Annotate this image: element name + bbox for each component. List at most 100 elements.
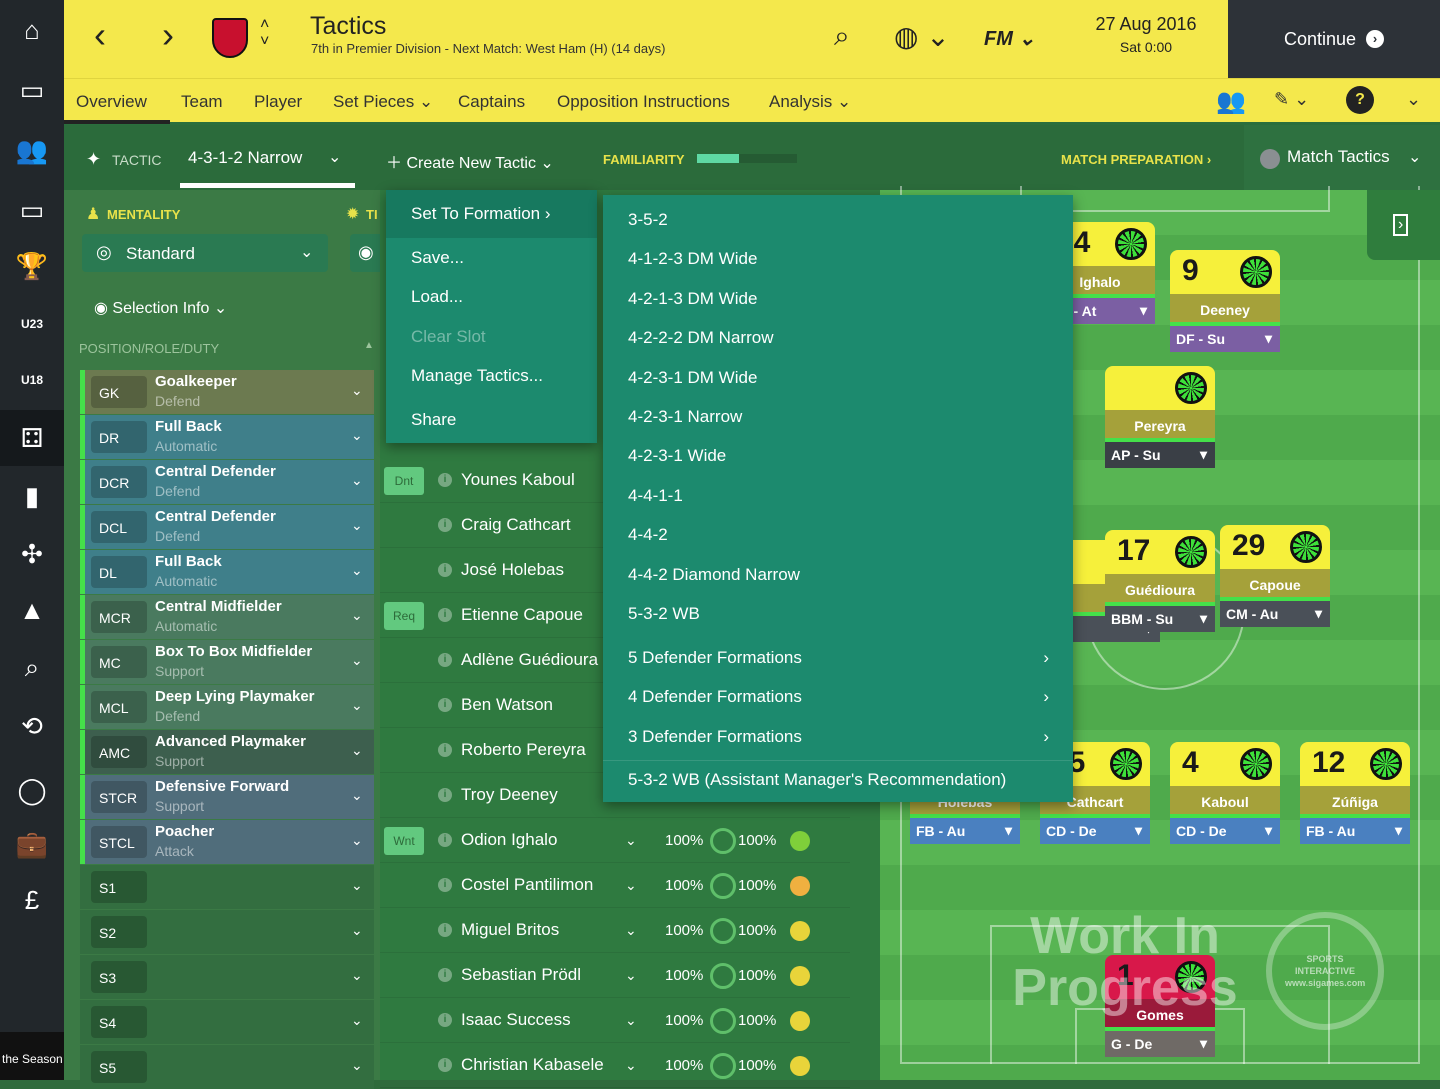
role-row[interactable]: MCR Central Midfielder Automatic ⌄	[80, 595, 374, 639]
menu-item[interactable]: Set To Formation ›	[386, 190, 597, 238]
info-icon[interactable]: i	[438, 788, 452, 802]
player-card[interactable]: 1 Gomes G - De	[1105, 955, 1215, 1057]
role-dropdown[interactable]: FB - Au	[1300, 818, 1410, 844]
transfers-icon[interactable]: ⟲	[21, 710, 43, 741]
role-dropdown[interactable]: CM - Au	[1220, 601, 1330, 627]
chevron-down-icon[interactable]: ⌄	[351, 652, 363, 668]
recommended-formation[interactable]: 5-3-2 WB (Assistant Manager's Recommenda…	[628, 770, 1007, 789]
continue-button[interactable]: Continue ›	[1228, 0, 1440, 78]
chevron-down-icon[interactable]: ⌄	[625, 922, 637, 938]
player-row[interactable]: i Costel Pantilimon ⌄ 100% 100%	[380, 863, 850, 908]
formation-option[interactable]: 3-5-2	[628, 210, 668, 229]
match-tactics-dropdown[interactable]: Match Tactics ⌄	[1244, 125, 1440, 190]
menu-item[interactable]: Manage Tactics...	[411, 366, 543, 385]
info-icon[interactable]: i	[438, 608, 452, 622]
role-row[interactable]: S3 ⌄	[80, 955, 374, 999]
formation-option[interactable]: 4-2-3-1 Wide	[628, 446, 727, 466]
chevron-down-icon[interactable]: ⌄	[625, 832, 637, 848]
formation-submenu-item[interactable]: 3 Defender Formations ›	[603, 727, 1073, 747]
chevron-down-icon[interactable]: ⌄	[351, 742, 363, 758]
role-row[interactable]: DCL Central Defender Defend ⌄	[80, 505, 374, 549]
staff-icon[interactable]: ✣	[21, 538, 43, 569]
chevron-down-icon[interactable]: ⌄	[351, 787, 363, 803]
formation-option[interactable]: 4-4-1-1	[628, 485, 683, 505]
info-icon[interactable]: i	[438, 833, 452, 847]
info-icon[interactable]: i	[438, 968, 452, 982]
training-icon[interactable]: ▲	[19, 594, 45, 625]
formation-option[interactable]: 4-2-3-1 Narrow	[628, 407, 743, 426]
player-row[interactable]: i Isaac Success ⌄ 100% 100%	[380, 998, 850, 1043]
chevron-down-icon[interactable]: ⌄	[351, 1057, 363, 1073]
selection-info-toggle[interactable]: ◉ Selection Info ⌄	[94, 300, 228, 317]
chevron-down-icon[interactable]: ⌄	[625, 1012, 637, 1028]
search-icon[interactable]: ⌕	[834, 20, 850, 51]
player-card[interactable]: 9 Deeney DF - Su	[1170, 250, 1280, 352]
tactics-icon[interactable]: ⚃	[0, 410, 64, 466]
player-row[interactable]: i Troy Deeney	[380, 773, 850, 818]
edit-icon[interactable]: ✎ ⌄	[1274, 89, 1310, 109]
date-display[interactable]: 27 Aug 2016 Sat 0:00	[1064, 0, 1228, 78]
expand-panel-button[interactable]: ›	[1367, 190, 1440, 260]
player-row[interactable]: i Christian Kabasele ⌄ 100% 100%	[380, 1043, 850, 1088]
match-preparation-link[interactable]: MATCH PREPARATION ›	[1061, 152, 1212, 167]
tactic-selector[interactable]: 4-3-1-2 Narrow ⌄	[180, 125, 355, 188]
globe-icon[interactable]: ◍ ⌄	[894, 21, 950, 52]
role-row[interactable]: S4 ⌄	[80, 1000, 374, 1044]
role-row[interactable]: S1 ⌄	[80, 865, 374, 909]
info-icon[interactable]: i	[438, 1013, 452, 1027]
player-row[interactable]: i Sebastian Prödl ⌄ 100% 100%	[380, 953, 850, 998]
role-row[interactable]: S5 ⌄	[80, 1045, 374, 1089]
club-switch-icon[interactable]: ˄ ˅	[260, 16, 270, 50]
sort-icon[interactable]: ▲	[364, 340, 374, 351]
role-dropdown[interactable]: CD - De	[1170, 818, 1280, 844]
player-row[interactable]: Dnt i Younes Kaboul	[380, 458, 850, 503]
role-row[interactable]: MC Box To Box Midfielder Support ⌄	[80, 640, 374, 684]
chevron-down-icon[interactable]: ⌄	[351, 967, 363, 983]
player-row[interactable]: i Miguel Britos ⌄ 100% 100%	[380, 908, 850, 953]
tab-5[interactable]: Opposition Instructions	[557, 92, 730, 111]
player-card[interactable]: 12 Zúñiga FB - Au	[1300, 742, 1410, 844]
create-new-tactic-button[interactable]: ＋ Create New Tactic ⌄	[386, 155, 554, 172]
info-icon[interactable]: i	[438, 473, 452, 487]
tab-4[interactable]: Captains	[458, 92, 526, 111]
player-card[interactable]: 17 Guédioura BBM - Su	[1105, 530, 1215, 632]
competitions-icon[interactable]: 🏆	[15, 250, 49, 281]
info-icon[interactable]: i	[438, 743, 452, 757]
role-row[interactable]: MCL Deep Lying Playmaker Defend ⌄	[80, 685, 374, 729]
role-dropdown[interactable]: G - De	[1105, 1031, 1215, 1057]
chevron-down-icon[interactable]: ⌄	[351, 697, 363, 713]
player-card[interactable]: Pereyra AP - Su	[1105, 366, 1215, 468]
formation-option[interactable]: 4-1-2-3 DM Wide	[628, 249, 758, 269]
formation-option[interactable]: 5-3-2 WB	[628, 604, 700, 623]
role-dropdown[interactable]: DF - Su	[1170, 326, 1280, 352]
info-icon[interactable]: i	[438, 518, 452, 532]
team-shape-dropdown[interactable]: ◉	[350, 234, 380, 272]
chevron-down-icon[interactable]: ⌄	[351, 1012, 363, 1028]
tab-3[interactable]: Set Pieces ⌄	[333, 92, 434, 111]
chevron-down-icon[interactable]: ⌄	[351, 517, 363, 533]
home-icon[interactable]: ⌂	[24, 14, 40, 45]
formation-option[interactable]: 4-2-1-3 DM Wide	[628, 288, 758, 308]
formation-submenu-item[interactable]: 5 Defender Formations ›	[603, 648, 1073, 668]
role-row[interactable]: S2 ⌄	[80, 910, 374, 954]
info-icon[interactable]: i	[438, 878, 452, 892]
tab-0[interactable]: Overview	[76, 92, 147, 111]
role-row[interactable]: STCL Poacher Attack ⌄	[80, 820, 374, 864]
chevron-down-icon[interactable]: ⌄	[351, 562, 363, 578]
chevron-down-icon[interactable]: ⌄	[351, 877, 363, 893]
chevron-down-icon[interactable]: ⌄	[625, 1057, 637, 1073]
role-row[interactable]: DCR Central Defender Defend ⌄	[80, 460, 374, 504]
chevron-down-icon[interactable]: ⌄	[351, 607, 363, 623]
club-icon[interactable]: ◯	[17, 774, 47, 805]
menu-item[interactable]: Load...	[411, 287, 463, 306]
chevron-down-icon[interactable]: ⌄	[1406, 89, 1422, 109]
formation-option[interactable]: 4-2-3-1 DM Wide	[628, 367, 758, 387]
chevron-down-icon[interactable]: ⌄	[351, 427, 363, 443]
chevron-down-icon[interactable]: ⌄	[351, 382, 363, 398]
player-card[interactable]: 4 Kaboul CD - De	[1170, 742, 1280, 844]
player-card[interactable]: 29 Capoue CM - Au	[1220, 525, 1330, 627]
chevron-down-icon[interactable]: ⌄	[625, 877, 637, 893]
info-icon[interactable]: i	[438, 653, 452, 667]
chevron-down-icon[interactable]: ⌄	[625, 967, 637, 983]
scouting-icon[interactable]: ⌕	[24, 652, 40, 682]
